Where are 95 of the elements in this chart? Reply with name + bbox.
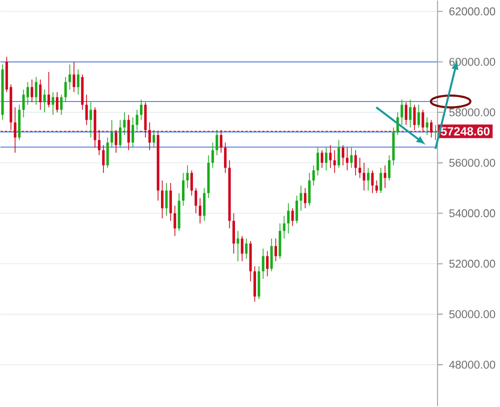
candlestick	[282, 216, 286, 240]
candlestick	[296, 195, 298, 224]
y-tick-label: 60000.00	[449, 58, 496, 66]
candlestick	[165, 182, 168, 216]
candlestick	[308, 172, 311, 206]
candlestick	[98, 130, 100, 156]
candlestick	[14, 107, 16, 154]
y-tick-label: 62000.00	[449, 8, 496, 16]
candlestick	[409, 100, 412, 128]
candlestick	[266, 250, 269, 277]
candlestick	[434, 124, 437, 141]
candlestick	[262, 248, 264, 280]
candlestick	[400, 100, 404, 126]
candlestick	[342, 144, 344, 166]
candlestick	[123, 112, 126, 136]
candlestick	[245, 238, 248, 260]
candlestick	[366, 168, 370, 192]
candlestick	[194, 188, 198, 214]
candlestick	[232, 213, 235, 254]
candlestick	[388, 155, 391, 182]
candlestick	[64, 76, 67, 103]
candlestick	[169, 182, 172, 222]
y-tick-label: 54000.00	[449, 210, 496, 218]
candlestick	[312, 165, 315, 186]
candlestick	[52, 92, 54, 116]
candlestick	[211, 142, 214, 168]
candlestick	[358, 158, 362, 179]
candlestick	[34, 76, 38, 106]
candlestick	[304, 188, 306, 209]
candlestick	[375, 180, 378, 194]
candlestick	[110, 120, 114, 148]
candlestick	[287, 202, 290, 234]
ref-line-label: 57248.60	[440, 127, 490, 136]
candlestick	[22, 89, 25, 118]
candlestick	[371, 170, 374, 194]
candlestick	[236, 230, 240, 262]
candlestick	[47, 72, 50, 108]
candlestick	[140, 100, 142, 120]
candlestick	[186, 165, 189, 189]
candlestick	[148, 122, 151, 151]
y-tick-label: 48000.00	[449, 360, 496, 369]
candlestick	[174, 206, 176, 237]
candlestick	[43, 89, 46, 113]
candlestick	[362, 162, 366, 192]
candlestick	[422, 110, 424, 134]
candlestick	[417, 104, 420, 128]
y-tick-label: 58000.00	[449, 108, 496, 116]
candlestick	[118, 120, 122, 148]
candlestick	[426, 117, 428, 136]
candlestick	[203, 188, 206, 222]
candlestick	[106, 137, 109, 168]
candlestick	[60, 94, 63, 116]
candlestick	[430, 120, 433, 138]
candlestick	[72, 62, 76, 93]
candlestick	[380, 168, 382, 194]
candlestick	[114, 130, 118, 154]
candlestick	[350, 147, 353, 168]
candlestick	[90, 102, 92, 138]
candlestick	[136, 110, 138, 131]
candlestick	[413, 104, 416, 131]
candlestick	[300, 185, 302, 212]
candlestick	[333, 150, 336, 174]
candlestick	[220, 130, 222, 154]
candlestick	[152, 130, 156, 148]
candlestick	[30, 79, 34, 103]
y-tick-label: 52000.00	[449, 260, 496, 268]
candlestick	[338, 140, 340, 168]
candlestick	[240, 236, 244, 262]
candlestick	[198, 198, 202, 224]
candlestick	[160, 180, 164, 219]
candlestick	[270, 238, 273, 272]
candlestick	[190, 170, 193, 196]
candlestick	[404, 102, 408, 126]
candlestick	[354, 150, 357, 176]
candlestick	[68, 64, 72, 90]
candlestick	[216, 130, 218, 156]
candlestick	[274, 238, 278, 262]
candlestick	[346, 147, 348, 171]
candlestick	[316, 147, 320, 176]
candlestick	[39, 79, 42, 110]
candlestick	[56, 92, 58, 113]
candlestick	[324, 147, 328, 171]
candlestick	[102, 144, 105, 174]
candlestick	[132, 117, 134, 148]
candlestick	[182, 172, 185, 206]
y-tick-label: 50000.00	[449, 310, 496, 318]
candlestick	[329, 144, 332, 168]
candlestick	[320, 150, 324, 168]
y-tick-label: 56000.00	[449, 159, 496, 167]
candlestick	[85, 94, 88, 126]
candlestick	[127, 114, 130, 151]
candlestick	[384, 165, 386, 189]
candlestick	[76, 69, 80, 96]
candlestick	[291, 208, 294, 226]
candlestick	[224, 142, 227, 174]
